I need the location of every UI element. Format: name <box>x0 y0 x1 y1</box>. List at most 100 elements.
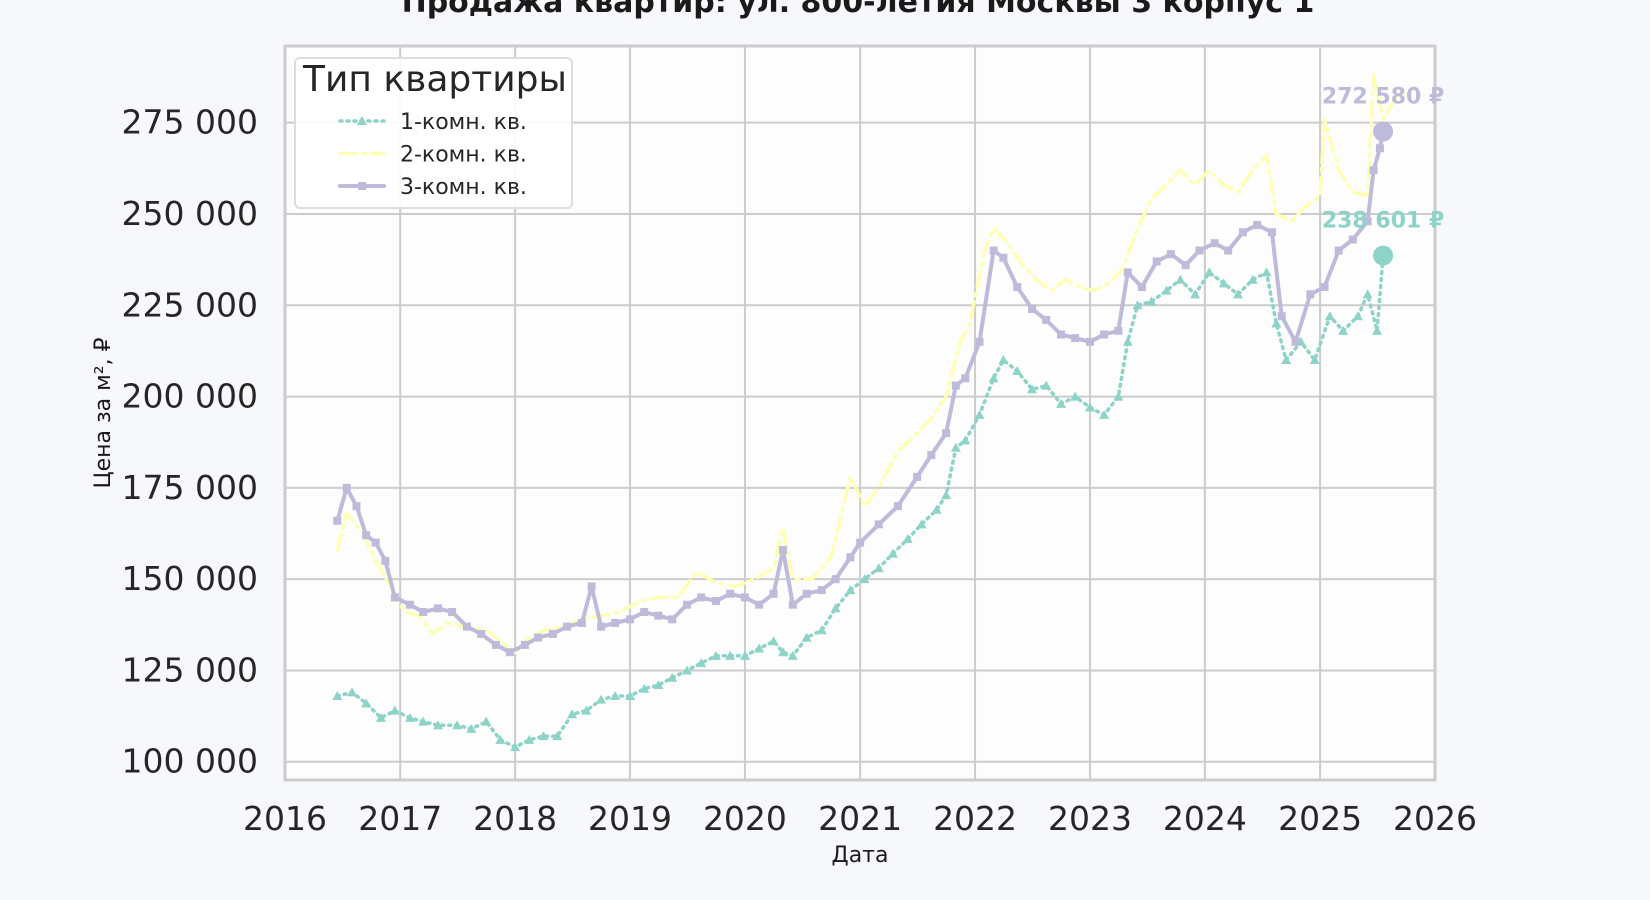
data-point <box>830 603 841 613</box>
data-point <box>1352 311 1363 321</box>
data-point <box>817 586 826 595</box>
data-point <box>376 712 387 722</box>
data-point <box>1253 220 1262 229</box>
data-point <box>845 585 856 595</box>
x-tick-label: 2023 <box>1048 799 1132 838</box>
y-tick-label: 225 000 <box>122 285 258 324</box>
y-tick-labels: 100 000 125 000 150 000 175 000 200 000 225 0… <box>122 103 258 781</box>
series-2 <box>335 73 1413 654</box>
series-line <box>335 73 1413 654</box>
data-point <box>846 553 855 562</box>
data-point <box>755 600 764 609</box>
data-point <box>1210 239 1219 248</box>
legend-label: 3-комн. кв. <box>400 175 527 200</box>
data-point <box>405 600 414 609</box>
data-point <box>389 705 400 715</box>
data-point <box>1027 384 1038 394</box>
data-point <box>548 629 557 638</box>
data-point <box>342 483 351 492</box>
data-point <box>1204 267 1215 277</box>
data-point <box>740 593 749 602</box>
data-point <box>1334 246 1343 255</box>
data-point <box>802 589 811 598</box>
data-point <box>1375 144 1384 153</box>
x-tick-label: 2017 <box>358 799 442 838</box>
data-point <box>552 731 563 741</box>
data-point <box>1123 268 1132 277</box>
data-point <box>1057 330 1066 339</box>
data-point <box>597 622 606 631</box>
data-point <box>1113 391 1124 401</box>
data-point <box>419 608 428 617</box>
y-tick-label: 100 000 <box>122 742 258 781</box>
data-point <box>668 615 677 624</box>
chart-title: Продажа квартир: ул. 800-летия Москвы 3 … <box>402 0 1315 20</box>
data-point <box>667 672 678 682</box>
data-point <box>1218 278 1229 288</box>
data-point <box>581 705 592 715</box>
data-point <box>754 643 765 653</box>
data-point <box>352 502 361 511</box>
data-point <box>347 687 358 697</box>
data-point <box>1291 337 1300 346</box>
data-point <box>831 575 840 584</box>
data-point <box>801 632 812 642</box>
last-value-label: 272 580 ₽ <box>1322 85 1444 110</box>
data-point <box>538 731 549 741</box>
data-point <box>1084 402 1095 412</box>
data-point <box>596 694 607 704</box>
data-point <box>1114 326 1123 335</box>
x-tick-label: 2024 <box>1163 799 1247 838</box>
data-point <box>768 636 779 646</box>
data-point <box>1012 366 1023 376</box>
data-point <box>1028 304 1037 313</box>
data-point <box>1238 228 1247 237</box>
last-value-point <box>1373 245 1394 266</box>
data-point <box>960 435 971 445</box>
data-point <box>626 615 635 624</box>
data-point <box>1369 166 1378 175</box>
legend: Тип квартиры 1-комн. кв. 2-комн. кв. 3-ком… <box>294 57 573 209</box>
data-point <box>779 545 788 554</box>
x-tick-label: 2018 <box>473 799 557 838</box>
data-point <box>524 734 535 744</box>
legend-label: 2-комн. кв. <box>400 143 527 168</box>
data-point <box>653 680 664 690</box>
data-point <box>654 611 663 620</box>
data-point <box>466 723 477 733</box>
data-point <box>1261 267 1272 277</box>
data-point <box>432 720 443 730</box>
data-point <box>577 618 586 627</box>
data-point <box>1013 283 1022 292</box>
data-point <box>941 490 952 500</box>
data-point <box>1042 315 1051 324</box>
data-point <box>1324 311 1335 321</box>
data-point <box>988 373 999 383</box>
x-axis-label: Дата <box>832 843 889 868</box>
x-tick-labels: 2016 2017 2018 2019 2020 2021 2022 2023 2024 2025… <box>243 799 1477 838</box>
data-point <box>1362 289 1373 299</box>
data-point <box>462 622 471 631</box>
data-point <box>697 593 706 602</box>
data-point <box>1071 334 1080 343</box>
data-point <box>1166 250 1175 259</box>
x-tick-label: 2021 <box>818 799 902 838</box>
data-point <box>639 683 650 693</box>
annotations: 272 580 ₽ 238 601 ₽ <box>1322 85 1444 266</box>
data-point <box>333 516 342 525</box>
data-point <box>1041 380 1052 390</box>
x-tick-label: 2025 <box>1278 799 1362 838</box>
legend-label: 1-комн. кв. <box>400 110 527 135</box>
data-point <box>1277 312 1286 321</box>
data-point <box>989 246 998 255</box>
data-point <box>951 381 960 390</box>
data-point <box>505 648 514 657</box>
data-point <box>816 625 827 635</box>
data-point <box>710 650 721 660</box>
data-point <box>404 712 415 722</box>
data-point <box>725 650 736 660</box>
data-point <box>495 734 506 744</box>
x-tick-label: 2016 <box>243 799 327 838</box>
data-point <box>788 600 797 609</box>
